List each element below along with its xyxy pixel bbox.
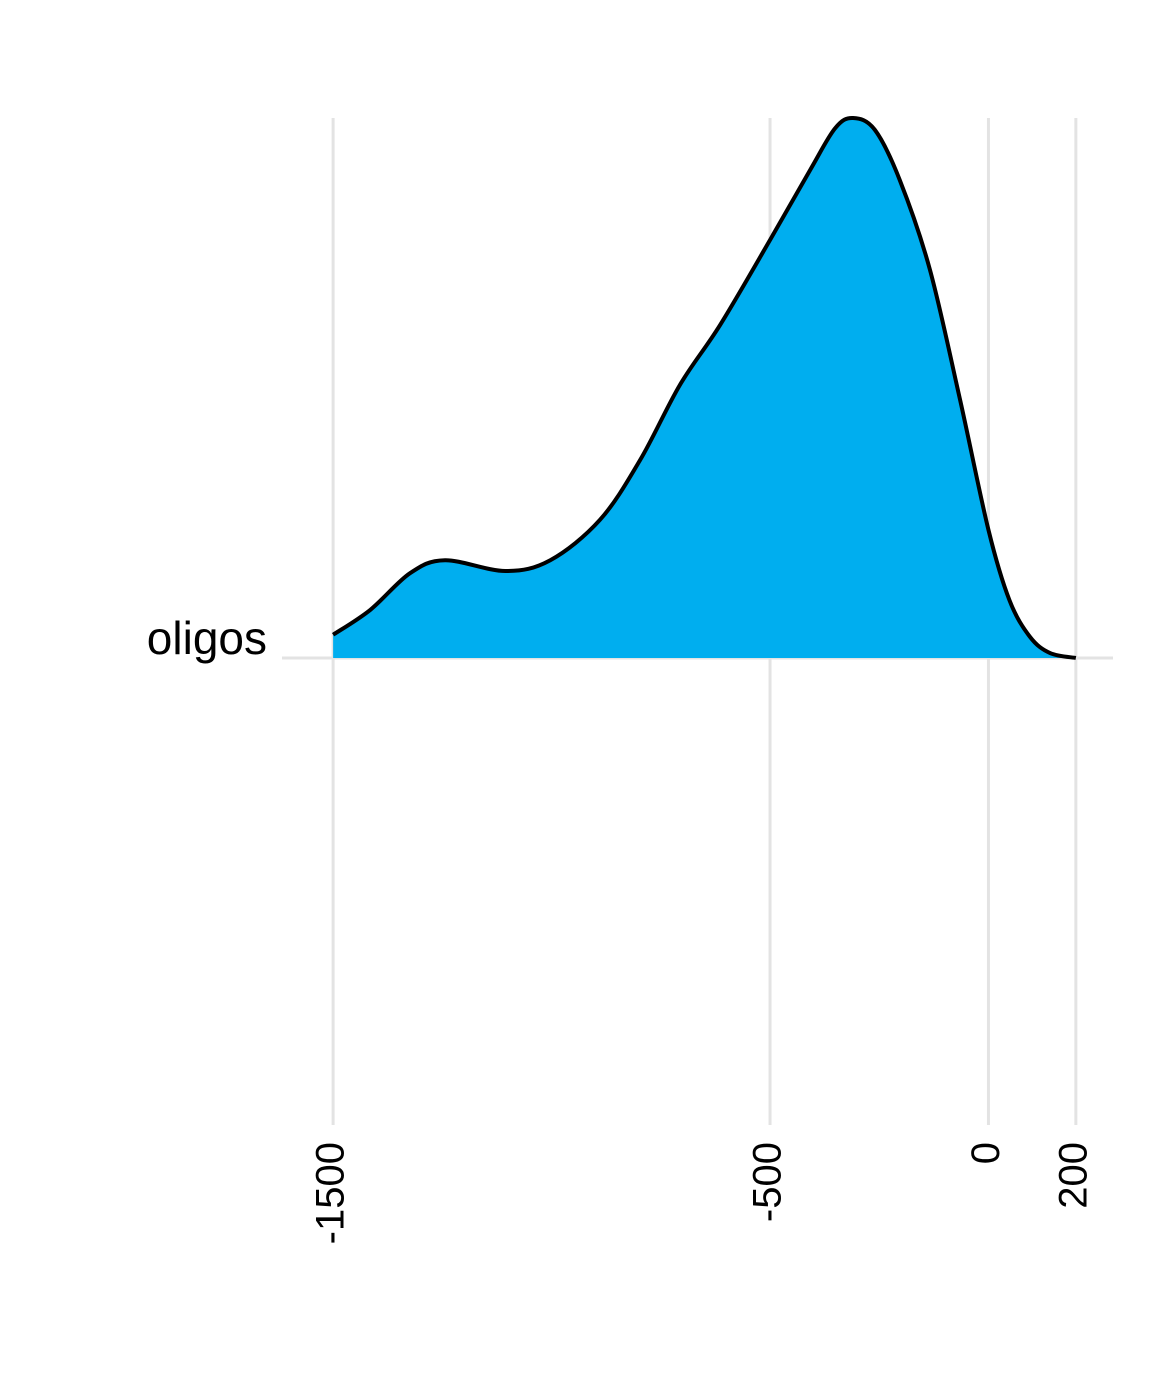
density-area [333,117,1076,658]
x-tick-label: 200 [1051,1142,1095,1209]
x-tick-label: -500 [746,1142,790,1222]
x-tick-label: 0 [964,1142,1008,1164]
y-tick-label: oligos [147,612,267,664]
density-line [332,115,1077,660]
x-tick-label: -1500 [309,1142,353,1244]
